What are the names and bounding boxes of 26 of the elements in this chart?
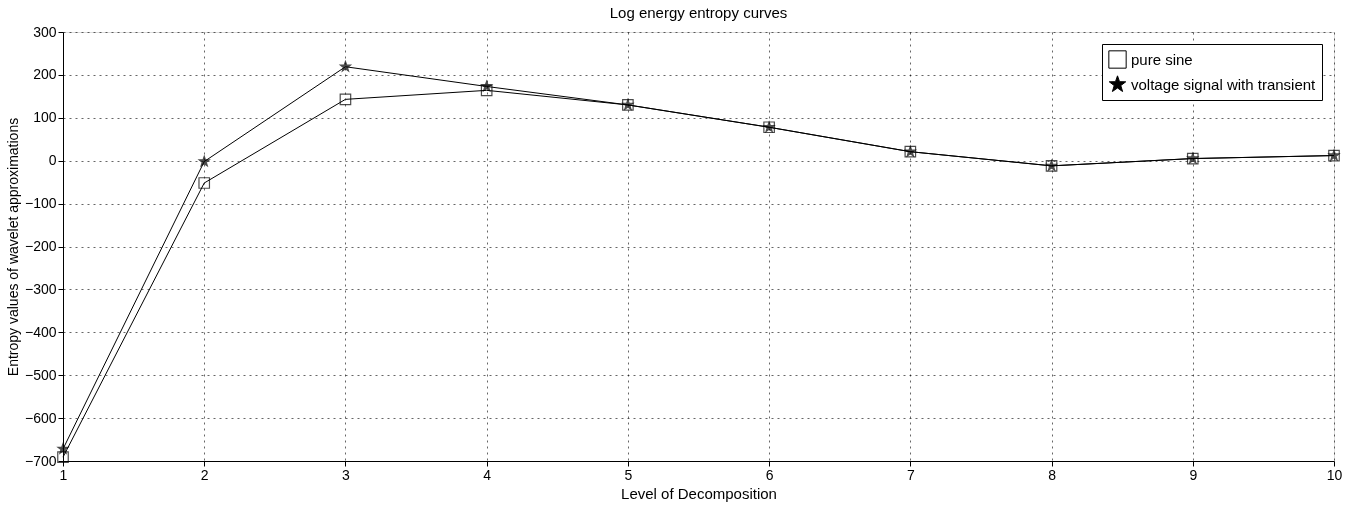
y-tick-label: −500: [24, 366, 57, 383]
x-tick-label: 9: [1189, 466, 1198, 483]
x-axis-title: Level of Decomposition: [621, 484, 777, 502]
y-tick-label: 100: [33, 109, 57, 126]
y-tick-label: −200: [24, 238, 57, 254]
y-tick-label: −100: [24, 195, 57, 212]
x-tick-label: 2: [200, 466, 209, 483]
x-tick-label: 10: [1326, 466, 1343, 483]
x-tick-label: 5: [624, 466, 633, 483]
y-tick-label: 300: [33, 23, 57, 40]
y-tick-label: 0: [48, 152, 57, 169]
x-tick-label: 6: [765, 466, 774, 483]
x-tick-label: 7: [906, 466, 915, 483]
legend-label: voltage signal with transient: [1131, 75, 1317, 93]
y-tick-label: 200: [33, 66, 57, 83]
y-tick-label: −600: [24, 409, 57, 426]
y-tick-label: −700: [24, 452, 57, 469]
y-tick-label: −300: [24, 280, 57, 297]
x-tick-label: 1: [59, 466, 68, 483]
chart-title: Log energy entropy curves: [609, 4, 788, 21]
x-tick-label: 8: [1048, 466, 1057, 483]
x-tick-label: 4: [483, 466, 492, 483]
y-axis-title: Entropy values of wavelet approximations: [4, 117, 21, 377]
y-tick-label: −400: [24, 323, 57, 340]
x-tick-label: 3: [342, 466, 351, 483]
legend-label: pure sine: [1131, 50, 1193, 68]
